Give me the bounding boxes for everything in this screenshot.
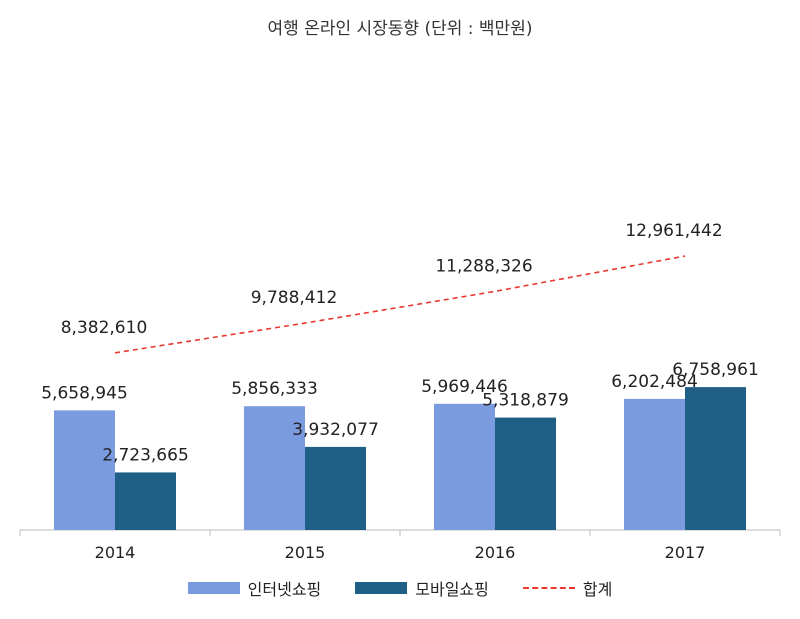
total-line	[114, 255, 686, 354]
x-tick-label: 2017	[665, 543, 706, 562]
legend-swatch-internet	[187, 582, 240, 594]
bar-internet	[244, 406, 305, 530]
bar-internet	[54, 410, 115, 530]
data-label-mobile: 3,932,077	[292, 420, 379, 440]
x-tick-label: 2014	[95, 543, 136, 562]
data-label-internet: 5,856,333	[231, 379, 318, 399]
data-label-mobile: 5,318,879	[482, 391, 569, 411]
legend-item-total: 합계	[522, 576, 613, 600]
x-tick-label: 2015	[285, 543, 326, 562]
data-label-total: 12,961,442	[625, 221, 722, 241]
bar-mobile	[685, 387, 746, 530]
data-label-internet: 6,202,484	[611, 372, 698, 392]
chart-title: 여행 온라인 시장동향 (단위 : 백만원)	[267, 19, 533, 39]
x-tick-label: 2016	[475, 543, 516, 562]
data-label-total: 9,788,412	[251, 288, 338, 308]
data-label-internet: 5,969,446	[421, 377, 508, 397]
data-label-total: 8,382,610	[61, 318, 148, 338]
legend-item-mobile: 모바일쇼핑	[355, 576, 489, 600]
bar-mobile	[495, 417, 556, 530]
data-label-mobile: 6,758,961	[672, 360, 759, 380]
bar-mobile	[305, 446, 366, 530]
bar-internet	[624, 398, 685, 530]
data-label-internet: 5,658,945	[41, 383, 128, 403]
legend-swatch-total	[522, 587, 575, 589]
data-label-total: 11,288,326	[435, 256, 532, 276]
legend-label-total: 합계	[582, 580, 613, 599]
legend-item-internet: 인터넷쇼핑	[187, 576, 322, 600]
bar-mobile	[115, 472, 176, 530]
legend-label-mobile: 모바일쇼핑	[415, 580, 489, 599]
bar-internet	[434, 403, 495, 530]
legend-label-internet: 인터넷쇼핑	[247, 580, 322, 599]
data-label-mobile: 2,723,665	[102, 445, 189, 465]
legend-swatch-mobile	[355, 582, 408, 594]
legend: 인터넷쇼핑 모바일쇼핑 합계	[0, 576, 800, 600]
